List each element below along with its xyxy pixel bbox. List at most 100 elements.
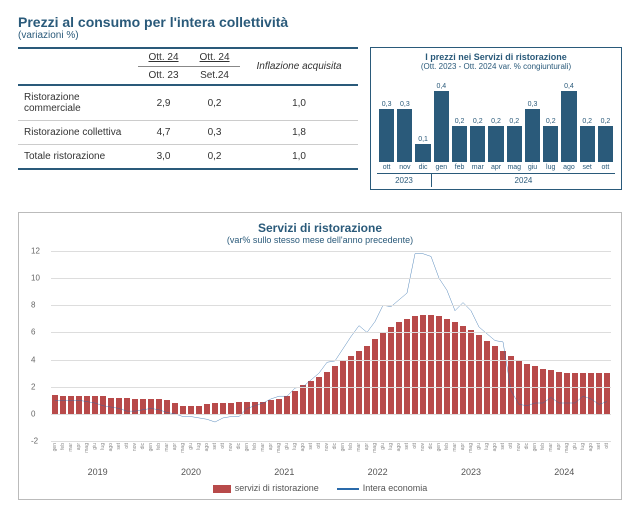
page-subtitle: (variazioni %) xyxy=(18,30,622,41)
chart2-bar: nov xyxy=(227,251,235,441)
chart2-bar: ago xyxy=(491,251,499,441)
chart2-bar: giu xyxy=(187,251,195,441)
legend-line: Intera economia xyxy=(337,483,428,493)
chart2: Servizi di ristorazione (var% sullo stes… xyxy=(18,212,622,500)
chart1-bar: 0,2 feb xyxy=(452,118,467,171)
chart2-bar: gen xyxy=(435,251,443,441)
chart1-bar: 0,1 dic xyxy=(415,136,430,171)
chart2-bar: lug xyxy=(579,251,587,441)
table-cell: 3,0 xyxy=(138,145,189,170)
chart2-bar: dic xyxy=(523,251,531,441)
chart2-bar: dic xyxy=(235,251,243,441)
chart1-bar: 0,3 giu xyxy=(525,101,540,171)
chart2-bar: set xyxy=(307,251,315,441)
chart2-year-label: 2023 xyxy=(424,467,517,477)
table-cell: 1,0 xyxy=(240,85,358,121)
chart1-bar: 0,2 lug xyxy=(543,118,558,171)
chart2-bar: ott xyxy=(219,251,227,441)
chart2-bar: ott xyxy=(507,251,515,441)
chart2-bar: set xyxy=(211,251,219,441)
chart2-bar: lug xyxy=(387,251,395,441)
chart2-bar: lug xyxy=(483,251,491,441)
chart2-bar: ago xyxy=(587,251,595,441)
chart2-bar: ott xyxy=(603,251,611,441)
chart2-bar: giu xyxy=(91,251,99,441)
col2-l2: Set.24 xyxy=(189,67,240,86)
chart2-bar: mar xyxy=(547,251,555,441)
chart1-bar: 0,2 mar xyxy=(470,118,485,171)
chart2-year-label: 2020 xyxy=(144,467,237,477)
chart2-bar: apr xyxy=(171,251,179,441)
chart2-ylabel: 0 xyxy=(31,409,35,418)
chart2-bar: nov xyxy=(515,251,523,441)
chart2-bar: mar xyxy=(451,251,459,441)
chart2-bar: giu xyxy=(379,251,387,441)
chart2-ylabel: 6 xyxy=(31,328,35,337)
chart2-bar: ott xyxy=(123,251,131,441)
chart2-bar: dic xyxy=(427,251,435,441)
chart2-bar: gen xyxy=(531,251,539,441)
col2-l1: Ott. 24 xyxy=(189,48,240,67)
chart2-bar: feb xyxy=(539,251,547,441)
chart2-bar: apr xyxy=(267,251,275,441)
chart2-bar: mar xyxy=(163,251,171,441)
chart2-bar: set xyxy=(499,251,507,441)
chart2-bar: lug xyxy=(195,251,203,441)
chart1-bar: 0,2 set xyxy=(580,118,595,171)
col1-l2: Ott. 23 xyxy=(138,67,189,86)
chart2-bar: lug xyxy=(291,251,299,441)
chart1-year-label: 2024 xyxy=(432,174,615,187)
chart2-bar: lug xyxy=(99,251,107,441)
table-cell: 0,2 xyxy=(189,145,240,170)
chart2-bar: apr xyxy=(363,251,371,441)
chart2-bar: gen xyxy=(339,251,347,441)
page-title: Prezzi al consumo per l'intera collettiv… xyxy=(18,14,622,30)
chart2-bar: feb xyxy=(251,251,259,441)
chart2-bar: ott xyxy=(411,251,419,441)
chart2-ylabel: 2 xyxy=(31,382,35,391)
chart2-bar: feb xyxy=(347,251,355,441)
chart2-year-label: 2019 xyxy=(51,467,144,477)
chart2-title: Servizi di ristorazione xyxy=(29,221,611,235)
chart2-bar: gen xyxy=(51,251,59,441)
chart2-bar: apr xyxy=(75,251,83,441)
chart2-bar: mag xyxy=(563,251,571,441)
chart1-bar: 0,4 gen xyxy=(434,83,449,171)
chart2-bar: apr xyxy=(555,251,563,441)
chart1-subtitle: (Ott. 2023 - Ott. 2024 var. % congiuntur… xyxy=(377,62,615,71)
chart2-bar: apr xyxy=(459,251,467,441)
chart2-ylabel: -2 xyxy=(31,437,38,446)
chart2-bar: mag xyxy=(371,251,379,441)
chart1-title: I prezzi nei Servizi di ristorazione xyxy=(377,52,615,62)
table-cell: 0,2 xyxy=(189,85,240,121)
chart2-bar: ago xyxy=(203,251,211,441)
chart2-bar: set xyxy=(595,251,603,441)
chart2-bar: ago xyxy=(395,251,403,441)
chart2-ylabel: 12 xyxy=(31,247,40,256)
chart2-subtitle: (var% sullo stesso mese dell'anno preced… xyxy=(29,235,611,245)
chart1-bar: 0,3 nov xyxy=(397,101,412,171)
chart2-bar: set xyxy=(403,251,411,441)
col1-l1: Ott. 24 xyxy=(138,48,189,67)
chart2-bar: mag xyxy=(83,251,91,441)
chart2-bar: feb xyxy=(59,251,67,441)
chart2-bar: ago xyxy=(107,251,115,441)
chart2-ylabel: 4 xyxy=(31,355,35,364)
chart2-bar: mag xyxy=(179,251,187,441)
chart2-bar: mag xyxy=(467,251,475,441)
chart2-bar: gen xyxy=(243,251,251,441)
table-cell: 0,3 xyxy=(189,121,240,145)
chart1-bar: 0,2 mag xyxy=(507,118,522,171)
table-row-label: Ristorazione commerciale xyxy=(18,85,138,121)
chart1-bar: 0,3 ott xyxy=(379,101,394,171)
chart2-year-label: 2021 xyxy=(238,467,331,477)
chart2-year-label: 2022 xyxy=(331,467,424,477)
chart2-bar: giu xyxy=(571,251,579,441)
chart1-bar: 0,2 apr xyxy=(488,118,503,171)
chart2-bar: feb xyxy=(155,251,163,441)
table-cell: 4,7 xyxy=(138,121,189,145)
chart2-year-label: 2024 xyxy=(518,467,611,477)
data-table: Ott. 24 Ott. 24 Inflazione acquisita Ott… xyxy=(18,47,358,190)
chart1-bar: 0,2 ott xyxy=(598,118,613,171)
chart2-bar: nov xyxy=(323,251,331,441)
